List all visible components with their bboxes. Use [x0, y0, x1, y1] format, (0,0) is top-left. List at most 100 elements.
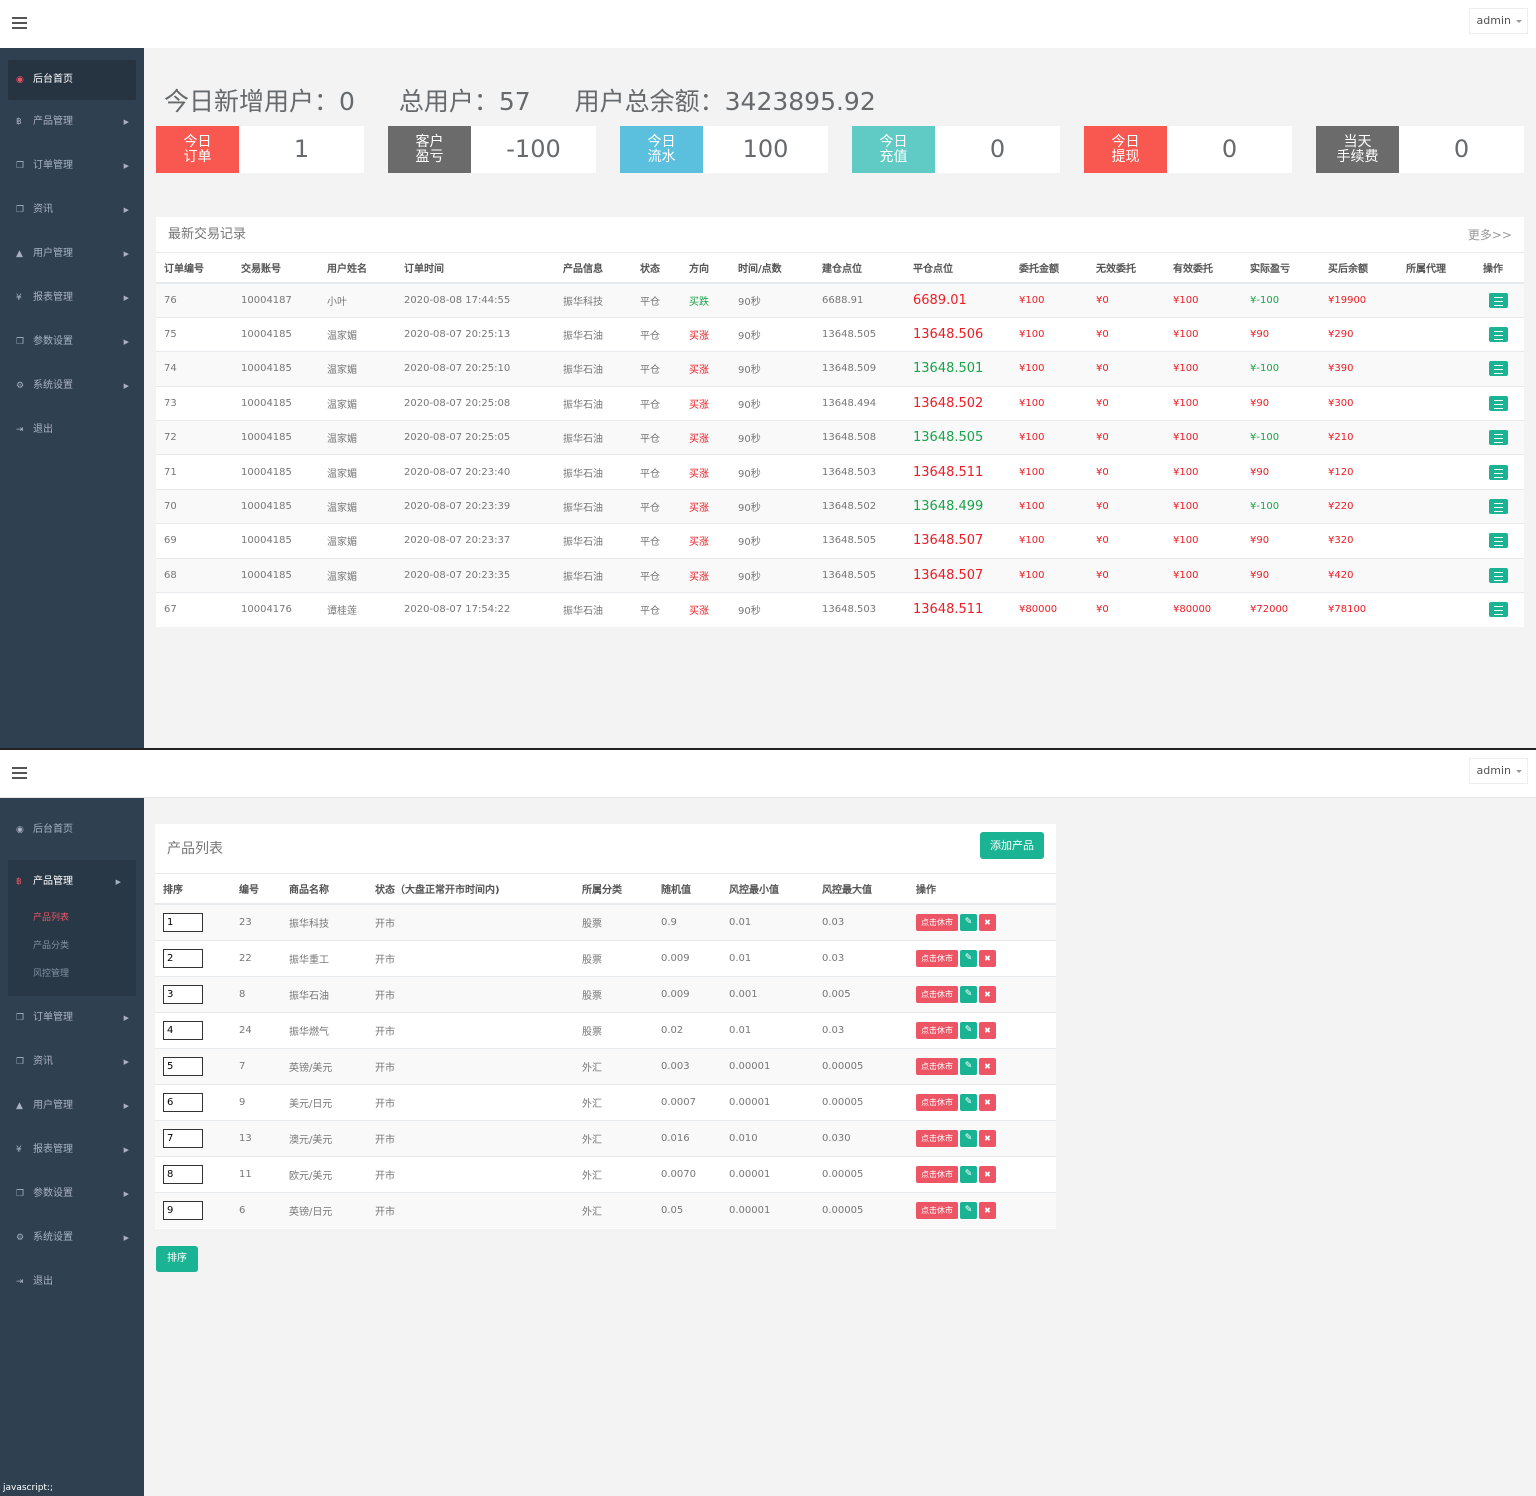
sidebar-item-4[interactable]: ▲ 用户管理 ▶ — [0, 1084, 144, 1128]
close-market-button[interactable]: 点击休市 — [916, 1021, 958, 1039]
user-dropdown[interactable]: admin — [1468, 8, 1528, 34]
edit-pencil-icon[interactable]: ✎ — [960, 1093, 977, 1111]
top-navbar: admin — [0, 0, 1536, 48]
sidebar-item-3[interactable]: ❐ 资讯 ▶ — [0, 188, 144, 232]
cell-name: 温家媚 — [319, 523, 396, 559]
delete-trash-icon[interactable]: ✖ — [979, 949, 996, 967]
detail-list-icon[interactable] — [1489, 567, 1508, 583]
stat-card: 客户 盈亏 -100 — [388, 126, 596, 173]
detail-list-icon[interactable] — [1489, 533, 1508, 549]
add-product-button[interactable]: 添加产品 — [980, 832, 1044, 859]
cell-name: 振华石油 — [281, 975, 367, 1012]
sidebar-item-5[interactable]: ¥ 报表管理 ▶ — [0, 1128, 144, 1172]
column-header: 排序 — [155, 874, 231, 905]
delete-trash-icon[interactable]: ✖ — [979, 1129, 996, 1147]
sign-out-icon: ⇥ — [16, 425, 24, 435]
detail-list-icon[interactable] — [1489, 327, 1508, 343]
sidebar-item-6[interactable]: ❐ 参数设置 ▶ — [0, 320, 144, 364]
hamburger-menu-icon[interactable] — [12, 17, 27, 29]
detail-list-icon[interactable] — [1489, 602, 1508, 618]
sidebar-sub-risk-control[interactable]: 风控管理 — [33, 969, 70, 979]
cell-category: 外汇 — [574, 1119, 653, 1156]
close-market-button[interactable]: 点击休市 — [916, 985, 958, 1003]
close-market-button[interactable]: 点击休市 — [916, 949, 958, 967]
close-market-button[interactable]: 点击休市 — [916, 1093, 958, 1111]
sidebar-item-4[interactable]: ▲ 用户管理 ▶ — [0, 232, 144, 276]
edit-pencil-icon[interactable]: ✎ — [960, 1201, 977, 1219]
sidebar-item-5[interactable]: ¥ 报表管理 ▶ — [0, 276, 144, 320]
sidebar-item-3[interactable]: ❐ 资讯 ▶ — [0, 1040, 144, 1084]
edit-pencil-icon[interactable]: ✎ — [960, 1057, 977, 1075]
cell-id: 69 — [156, 523, 233, 559]
sort-order-input[interactable] — [163, 1128, 203, 1148]
sidebar-sub-product-list[interactable]: 产品列表 — [33, 913, 70, 923]
delete-trash-icon[interactable]: ✖ — [979, 1201, 996, 1219]
sidebar-item-1[interactable]: ฿ 产品管理 ▶ — [0, 100, 144, 144]
detail-list-icon[interactable] — [1489, 361, 1508, 377]
close-market-button[interactable]: 点击休市 — [916, 1057, 958, 1075]
sort-order-input[interactable] — [163, 1164, 203, 1184]
cell-valid: ¥100 — [1165, 454, 1242, 490]
recent-trades-title: 最新交易记录 更多>> — [156, 217, 1524, 253]
sidebar-item-7[interactable]: ⚙ 系统设置 ▶ — [0, 1216, 144, 1260]
sidebar-item-0[interactable]: ◉ 后台首页 — [8, 60, 136, 100]
edit-pencil-icon[interactable]: ✎ — [960, 1129, 977, 1147]
edit-pencil-icon[interactable]: ✎ — [960, 985, 977, 1003]
cell-product: 振华石油 — [555, 592, 632, 627]
delete-trash-icon[interactable]: ✖ — [979, 1057, 996, 1075]
stat-label: 今日 订单 — [156, 126, 239, 173]
chevron-right-icon: ▶ — [123, 294, 129, 302]
edit-pencil-icon[interactable]: ✎ — [960, 1165, 977, 1183]
cell-amount: ¥100 — [1011, 557, 1088, 593]
cell-account: 10004187 — [233, 282, 319, 318]
column-header: 风控最大值 — [814, 874, 908, 905]
detail-list-icon[interactable] — [1489, 464, 1508, 480]
hamburger-menu-icon[interactable] — [12, 767, 27, 779]
close-market-button[interactable]: 点击休市 — [916, 913, 958, 931]
edit-pencil-icon[interactable]: ✎ — [960, 913, 977, 931]
table-row: 72 10004185 温家媚 2020-08-07 20:25:05 振华石油 平仓 买涨… — [156, 420, 1524, 455]
edit-pencil-icon[interactable]: ✎ — [960, 1021, 977, 1039]
sort-order-input[interactable] — [163, 984, 203, 1004]
cell-invalid: ¥0 — [1088, 523, 1165, 559]
sort-order-input[interactable] — [163, 948, 203, 968]
sort-order-input[interactable] — [163, 1092, 203, 1112]
delete-trash-icon[interactable]: ✖ — [979, 1021, 996, 1039]
table-row: 67 10004176 谭桂莲 2020-08-07 17:54:22 振华石油 平仓 买涨… — [156, 592, 1524, 627]
delete-trash-icon[interactable]: ✖ — [979, 913, 996, 931]
chevron-right-icon: ▶ — [123, 1190, 129, 1198]
sidebar-item-2[interactable]: ❐ 订单管理 ▶ — [0, 996, 144, 1040]
detail-list-icon[interactable] — [1489, 395, 1508, 411]
sort-button[interactable]: 排序 — [156, 1246, 198, 1272]
total-users: 总用户：57 — [398, 87, 531, 116]
sort-order-input[interactable] — [163, 1056, 203, 1076]
sort-order-input[interactable] — [163, 1020, 203, 1040]
close-market-button[interactable]: 点击休市 — [916, 1165, 958, 1183]
delete-trash-icon[interactable]: ✖ — [979, 1093, 996, 1111]
sidebar-sub-product-category[interactable]: 产品分类 — [33, 941, 70, 951]
delete-trash-icon[interactable]: ✖ — [979, 985, 996, 1003]
edit-pencil-icon[interactable]: ✎ — [960, 949, 977, 967]
cell-balance: ¥19900 — [1320, 282, 1398, 318]
delete-trash-icon[interactable]: ✖ — [979, 1165, 996, 1183]
sort-order-input[interactable] — [163, 912, 203, 932]
user-dropdown[interactable]: admin — [1468, 758, 1528, 784]
sidebar-item-2[interactable]: ❐ 订单管理 ▶ — [0, 144, 144, 188]
cell-agent — [1398, 351, 1475, 387]
sidebar-item-8[interactable]: ⇥ 退出 — [0, 408, 144, 452]
cell-account: 10004185 — [233, 420, 319, 455]
sidebar-item-products[interactable]: ฿ 产品管理 ▶ — [8, 860, 136, 904]
detail-list-icon[interactable] — [1489, 292, 1508, 308]
sort-order-input[interactable] — [163, 1200, 203, 1220]
detail-list-icon[interactable] — [1489, 430, 1508, 446]
sidebar-item-8[interactable]: ⇥ 退出 — [0, 1260, 144, 1304]
close-market-button[interactable]: 点击休市 — [916, 1129, 958, 1147]
sidebar-item-home[interactable]: ◉ 后台首页 — [0, 808, 144, 852]
more-link[interactable]: 更多>> — [1467, 228, 1512, 242]
close-market-button[interactable]: 点击休市 — [916, 1201, 958, 1219]
detail-list-icon[interactable] — [1489, 499, 1508, 515]
sidebar-item-7[interactable]: ⚙ 系统设置 ▶ — [0, 364, 144, 408]
sidebar-item-label: 订单管理 — [33, 1012, 73, 1023]
sidebar-item-6[interactable]: ❐ 参数设置 ▶ — [0, 1172, 144, 1216]
